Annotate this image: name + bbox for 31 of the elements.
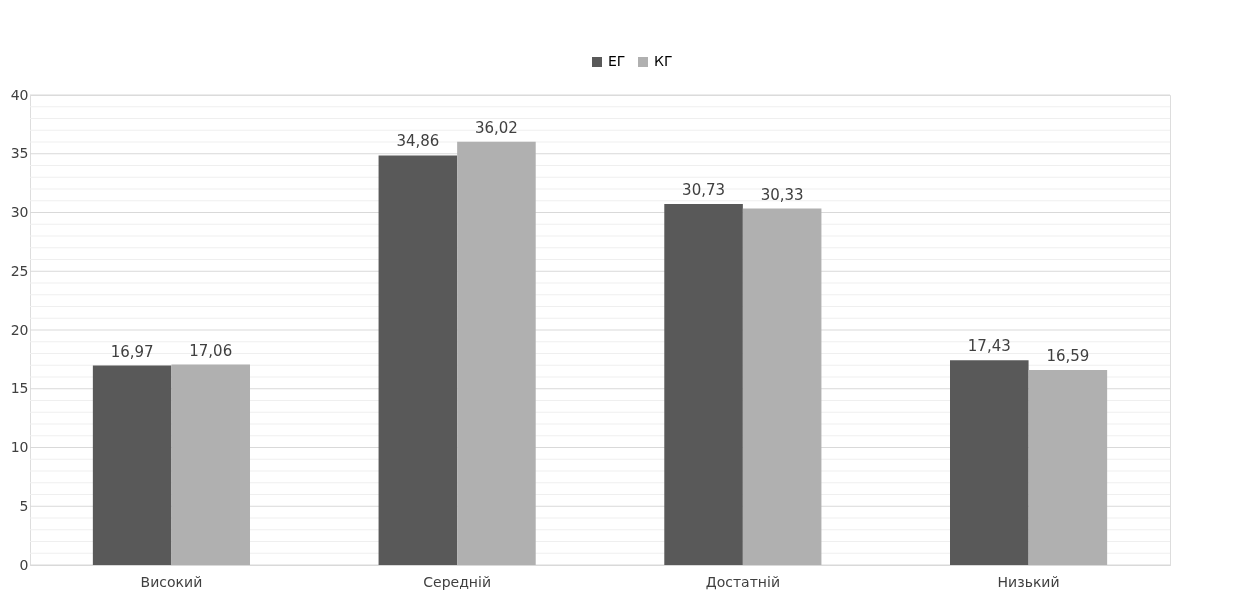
bar <box>664 203 743 565</box>
x-tick-label: Низький <box>997 573 1060 590</box>
legend-label: ЕГ <box>608 53 626 69</box>
text: 30,73 <box>682 180 726 199</box>
legend-label: КГ <box>654 53 673 69</box>
bar <box>742 208 822 565</box>
x-tick-label: Високий <box>140 573 203 590</box>
bar <box>171 364 250 565</box>
text: 34,86 <box>396 132 440 151</box>
y-tick-label: 10 <box>10 439 29 455</box>
bar <box>92 365 172 565</box>
text: 17,43 <box>967 337 1011 356</box>
y-tick-label: 25 <box>10 262 29 279</box>
text: 17,06 <box>189 341 233 360</box>
y-tick-label: 30 <box>10 204 29 220</box>
y-tick-label: 40 <box>10 86 29 103</box>
text: 16,59 <box>1046 347 1090 366</box>
x-tick-label: Достатній <box>705 573 780 590</box>
y-tick-label: 35 <box>10 145 29 162</box>
y-tick-label: 15 <box>10 380 29 397</box>
bar <box>378 155 458 565</box>
text: 36,02 <box>474 118 518 137</box>
x-tick-label: Середній <box>423 573 491 590</box>
bar <box>457 141 536 565</box>
text: 16,97 <box>110 342 154 361</box>
y-tick-label: 0 <box>19 556 29 573</box>
bar <box>1028 370 1108 565</box>
text: 30,33 <box>760 185 804 204</box>
bar <box>950 360 1029 565</box>
y-tick-label: 20 <box>10 321 29 338</box>
y-tick-label: 5 <box>19 497 29 514</box>
